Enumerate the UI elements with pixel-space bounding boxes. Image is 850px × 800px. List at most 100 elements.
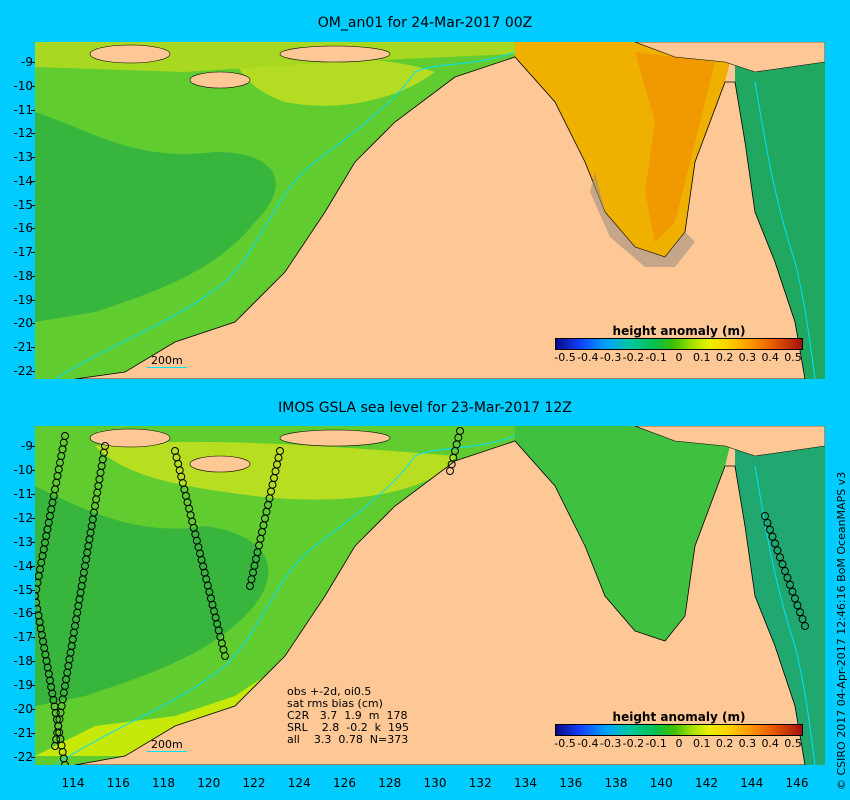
colorbar-tick-label: 0.1	[693, 351, 711, 364]
track-observation	[793, 601, 802, 610]
lat-tick	[31, 204, 35, 206]
lat-tick	[31, 228, 35, 230]
island	[89, 428, 171, 448]
track-observation	[446, 467, 454, 475]
lon-tick-label: 134	[514, 776, 537, 790]
colorbar-tick-label: -0.5	[554, 737, 576, 750]
bottom-colorbar: height anomaly (m) -0.5 -0.4 -0.3 -0.2 -0.1 0…	[554, 710, 803, 750]
ocean-light-patch	[235, 52, 435, 106]
isobath-200m	[54, 51, 516, 379]
isobath-200m	[54, 435, 516, 765]
lon-tick-label: 122	[242, 776, 266, 790]
lat-tick-label: -18	[13, 268, 33, 283]
lat-tick-label: -9	[21, 55, 33, 69]
lat-tick	[31, 469, 35, 471]
lat-tick	[31, 252, 35, 254]
lon-tick-label: 126	[333, 776, 356, 790]
lat-tick-label: -22	[13, 364, 33, 378]
top-colorbar: height anomaly (m) -0.5 -0.4 -0.3 -0.2 -0.1 0…	[554, 324, 803, 364]
lat-tick	[31, 180, 35, 182]
colorbar-tick-label: 0.3	[738, 351, 757, 364]
top-map-panel: 200m height anomaly (m) -0.5 -0.4 -0.3 -0.2…	[35, 42, 825, 379]
lon-tick-label: 124	[287, 776, 311, 790]
bottom-depth-label: 200m	[147, 738, 187, 752]
bottom-panel-title: IMOS GSLA sea level for 23-Mar-2017 12Z	[278, 400, 572, 416]
lat-tick	[31, 133, 35, 135]
top-panel-title: OM_an01 for 24-Mar-2017 00Z	[317, 15, 533, 31]
lat-tick-label: -13	[13, 150, 33, 165]
lon-tick-label: 130	[423, 776, 447, 790]
colorbar-tick-label: -0.2	[622, 351, 645, 364]
top-depth-label: 200m	[147, 354, 187, 368]
track-observation	[51, 742, 59, 750]
track-observation	[35, 592, 39, 600]
gulf-field	[515, 426, 735, 641]
track-observation	[221, 652, 229, 660]
lon-tick-label: 118	[152, 776, 175, 790]
colorbar-tick-label: -0.1	[645, 737, 667, 750]
track-observation	[778, 560, 787, 569]
top-colorbar-title: height anomaly (m)	[612, 324, 746, 338]
lat-tick	[31, 661, 35, 663]
track-observation	[773, 546, 782, 555]
lat-tick	[31, 323, 35, 325]
colorbar-tick-label: 0	[675, 351, 683, 364]
lon-tick-label: 136	[559, 776, 583, 790]
lat-tick-label: -22	[13, 750, 33, 764]
lat-tick	[31, 275, 35, 277]
new-guinea	[634, 42, 825, 73]
colorbar-tick-label: -0.3	[599, 737, 622, 750]
stats-line: all 3.3 0.78 N=373	[287, 733, 409, 746]
shelf-gray	[590, 172, 695, 267]
lat-tick	[31, 109, 35, 111]
lat-tick-label: -18	[13, 654, 33, 669]
track-observation	[788, 587, 797, 596]
ocean-light-patch	[95, 441, 455, 500]
lat-tick	[31, 493, 35, 495]
colorbar-tick-label: 0.5	[784, 351, 802, 364]
colorbar-tick-label: 0.1	[693, 737, 711, 750]
lon-tick-label: 114	[61, 776, 85, 790]
lat-tick	[31, 446, 35, 447]
stats-line: C2R 3.7 1.9 m 178	[287, 709, 408, 722]
satellite-tracks	[35, 427, 809, 765]
track-observation	[763, 518, 772, 527]
ocean-light-patch-west	[35, 676, 265, 756]
bottom-colorbar-gradient	[555, 724, 803, 736]
track-observation	[771, 539, 779, 548]
track-observation	[796, 608, 804, 617]
track-observation	[766, 525, 774, 534]
bottom-colorbar-title: height anomaly (m)	[612, 710, 746, 724]
top-map-svg	[35, 42, 825, 379]
top-colorbar-labels: -0.5 -0.4 -0.3 -0.2 -0.1 0 0.1 0.2 0.3 0.4 0.5	[554, 350, 803, 364]
lat-tick-label: -9	[21, 439, 33, 453]
lat-tick	[31, 347, 35, 349]
track-observation	[791, 594, 799, 603]
lat-tick	[31, 757, 35, 758]
lon-tick-label: 140	[649, 776, 673, 790]
australia-mainland	[74, 440, 806, 765]
lat-tick-label: -10	[13, 462, 33, 477]
isobath-200m-east	[754, 81, 816, 379]
colorbar-tick-label: -0.3	[599, 351, 622, 364]
ocean-dark-patch	[35, 486, 269, 706]
colorbar-tick-label: 0.5	[784, 737, 802, 750]
lat-tick-label: -16	[13, 606, 33, 621]
stats-line: SRL 2.8 -0.2 k 195	[287, 721, 410, 734]
lat-tick-label: -19	[13, 292, 33, 307]
island	[89, 44, 171, 64]
top-colorbar-gradient	[555, 338, 803, 350]
lat-tick-label: -15	[13, 582, 33, 597]
lat-tick	[31, 157, 35, 159]
track-observation	[786, 580, 794, 589]
lon-tick-label: 142	[695, 776, 718, 790]
colorbar-tick-label: 0.4	[761, 737, 779, 750]
colorbar-tick-label: 0.4	[761, 351, 779, 364]
island	[189, 71, 251, 89]
lat-tick-label: -12	[13, 126, 33, 141]
lat-tick-label: -19	[13, 678, 33, 693]
lat-tick-label: -20	[13, 702, 33, 717]
lon-tick-label: 116	[106, 776, 130, 790]
colorbar-tick-label: -0.2	[622, 737, 645, 750]
lat-tick	[31, 565, 35, 567]
